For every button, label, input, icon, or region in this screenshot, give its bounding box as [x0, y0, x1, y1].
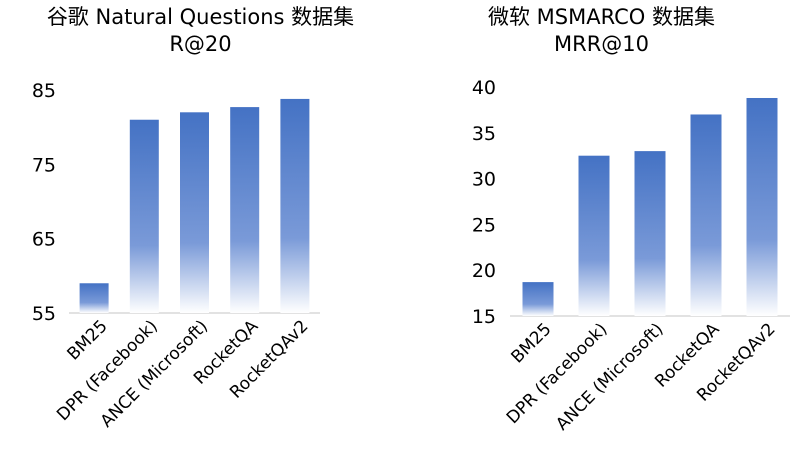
- bar: [746, 97, 778, 316]
- y-tick-label: 40: [472, 77, 496, 99]
- bar: [230, 107, 260, 313]
- bar: [522, 282, 554, 316]
- bar: [180, 112, 209, 313]
- bar: [129, 119, 159, 313]
- bar: [79, 283, 109, 313]
- chart-subtitle: MRR@10: [553, 32, 650, 56]
- bar: [280, 98, 310, 313]
- chart-title-block: 微软 MSMARCO 数据集 MRR@10: [401, 4, 802, 58]
- chart-msmarco-mrr10: 微软 MSMARCO 数据集 MRR@10 15 20 25 30 35 40 BM25 DP…: [401, 0, 802, 470]
- chart-title-block: 谷歌 Natural Questions 数据集 R@20: [0, 4, 401, 58]
- chart-title: 微软 MSMARCO 数据集: [487, 5, 716, 29]
- y-tick-label: 20: [472, 260, 496, 282]
- y-tick-label: 75: [32, 154, 56, 176]
- bar: [578, 155, 610, 316]
- bar: [634, 151, 666, 316]
- bar: [690, 114, 722, 316]
- y-tick-label: 30: [472, 169, 496, 191]
- chart-nq-r20: 谷歌 Natural Questions 数据集 R@20 55 65 75 85 BM…: [0, 4, 401, 432]
- x-tick-label: ANCE (Microsoft): [552, 319, 667, 434]
- y-tick-label: 65: [32, 229, 56, 251]
- x-tick-label: BM25: [64, 316, 112, 364]
- y-tick-label: 25: [472, 214, 496, 236]
- x-tick-label: DPR (Facebook): [503, 319, 612, 428]
- chart-subtitle: R@20: [169, 32, 232, 56]
- y-tick-label: 35: [472, 123, 496, 145]
- chart-title: 谷歌 Natural Questions 数据集: [46, 5, 355, 29]
- y-tick-label: 55: [32, 303, 56, 325]
- y-tick-label: 15: [472, 306, 496, 328]
- x-tick-label: BM25: [507, 319, 555, 367]
- y-tick-label: 85: [32, 80, 56, 102]
